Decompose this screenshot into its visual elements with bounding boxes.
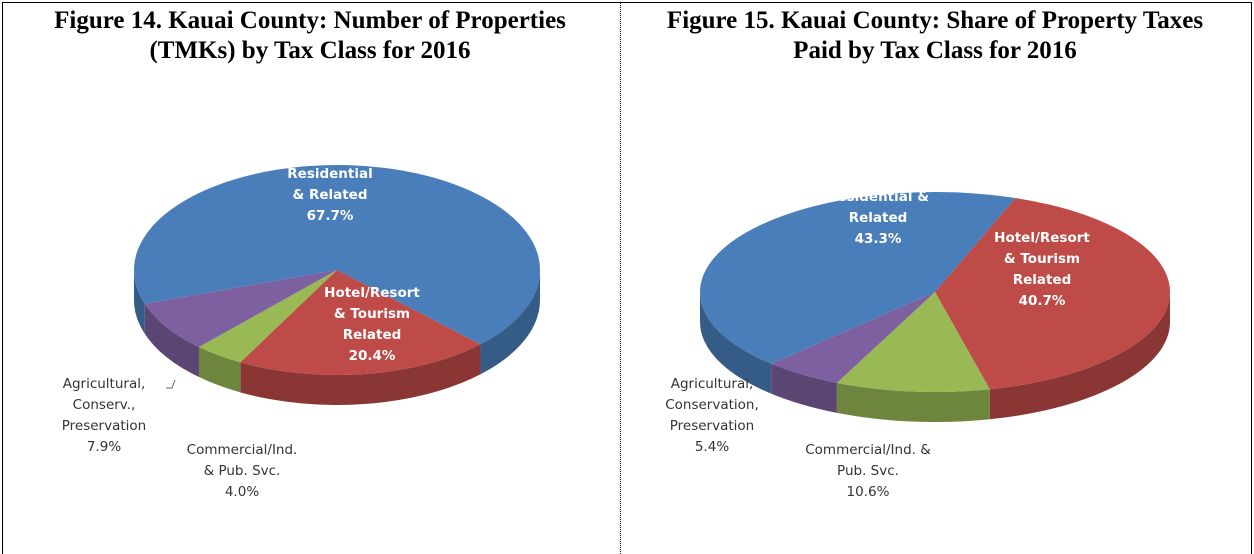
border-top — [2, 2, 1252, 3]
border-right — [1251, 2, 1252, 554]
slice-label: Residential & Related — [287, 166, 373, 203]
slice-value-label: 43.3% — [854, 231, 902, 247]
chart-title: Figure 14. Kauai County: Number of Prope… — [54, 7, 566, 64]
pie-slice — [836, 292, 990, 392]
pie-side — [240, 344, 481, 405]
slice-value-label: 67.7% — [306, 208, 354, 224]
slice-label: Hotel/Resort & Tourism Related — [994, 230, 1090, 288]
slice-value-label: 10.6% — [846, 484, 890, 500]
chart-title: Figure 15. Kauai County: Share of Proper… — [666, 7, 1204, 64]
pie-slice — [134, 165, 541, 345]
pie-side — [771, 363, 837, 413]
pie-side — [134, 270, 145, 334]
slice-value-label: 20.4% — [348, 348, 396, 364]
slice-value-label: 4.0% — [224, 484, 260, 500]
slice-value-label: 5.4% — [694, 439, 730, 455]
slice-label: Hotel/Resort & Tourism Related — [324, 285, 420, 343]
slice-label: Commercial/Ind. & Pub. Svc. — [186, 442, 298, 479]
slice-value-label: 7.9% — [86, 439, 122, 455]
pie-side — [480, 270, 540, 375]
leader-line — [166, 379, 176, 389]
pie-slice — [935, 198, 1170, 390]
slice-label: Agricultural, Conservation, Preservation — [665, 376, 759, 434]
pie-slice — [699, 191, 1016, 364]
pie-slice — [144, 270, 337, 347]
slice-label: Commercial/Ind. & Pub. Svc. — [805, 442, 931, 479]
pie-side — [836, 382, 990, 422]
slice-value-label: 40.7% — [1018, 293, 1066, 309]
divider — [620, 2, 621, 554]
pie-side — [198, 346, 241, 393]
slice-label: Residential & Related — [827, 189, 929, 226]
slice-label: Agricultural, Conserv., Preservation — [61, 376, 147, 434]
border-left — [2, 2, 3, 554]
pie-side — [989, 292, 1170, 420]
pie-slice — [771, 292, 935, 383]
pie-side — [700, 292, 772, 394]
pie-slice — [240, 270, 481, 375]
pie-slice — [198, 270, 337, 363]
pie-side — [144, 303, 199, 377]
